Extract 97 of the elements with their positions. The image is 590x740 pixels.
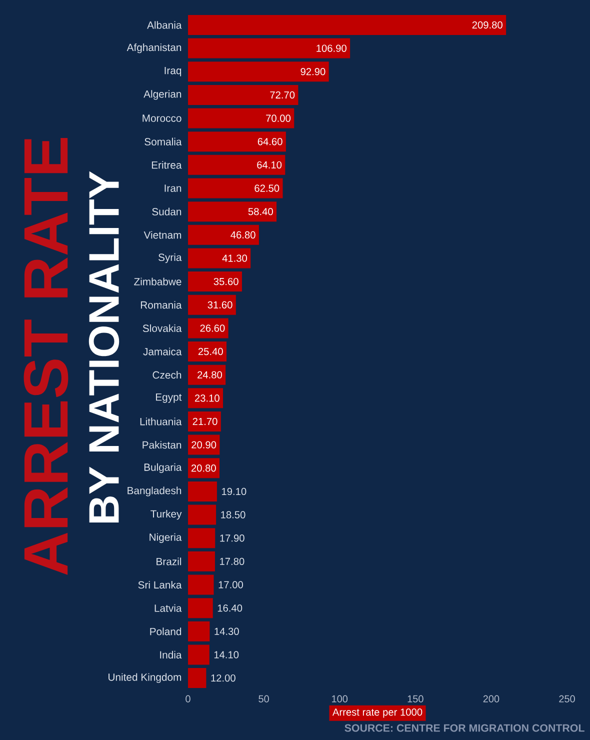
x-tick-label: 200 <box>483 695 500 702</box>
text: ARREST RATE <box>24 138 68 575</box>
y-tick-label: Bangladesh <box>128 486 182 496</box>
data-label: 41.30 <box>222 254 248 262</box>
data-label: 19.10 <box>222 488 246 496</box>
y-tick-label: Czech <box>152 371 182 379</box>
y-tick-label: Nigeria <box>150 533 182 543</box>
bar <box>188 574 214 595</box>
x-tick-label: 50 <box>258 695 269 702</box>
data-label: 64.10 <box>257 161 282 169</box>
bar <box>188 364 226 385</box>
bar <box>188 318 228 338</box>
y-tick-label: Jamaica <box>143 348 182 356</box>
bar <box>188 224 259 245</box>
bar <box>188 621 210 642</box>
y-tick-label: India <box>160 650 182 659</box>
y-tick-label: Iran <box>164 184 182 192</box>
data-label: 14.10 <box>214 651 239 658</box>
y-tick-label: Slovakia <box>142 324 182 332</box>
data-label: 20.90 <box>192 441 216 448</box>
data-label: 106.90 <box>316 44 346 52</box>
data-label: 16.40 <box>218 604 242 612</box>
data-label: 14.30 <box>214 628 239 635</box>
data-label: 25.40 <box>198 348 223 356</box>
bar <box>188 388 224 408</box>
data-label: 26.60 <box>200 324 225 332</box>
bar <box>188 434 220 455</box>
bar <box>188 154 286 175</box>
bar <box>188 132 286 152</box>
y-tick-label: Morocco <box>142 114 182 122</box>
bar <box>188 528 216 548</box>
y-tick-label: Iraq <box>164 66 182 76</box>
data-label: 24.80 <box>198 371 222 378</box>
y-tick-label: Poland <box>150 628 182 636</box>
data-label: 92.90 <box>300 68 326 76</box>
bar <box>188 551 215 572</box>
y-tick-label: Brazil <box>156 558 182 566</box>
bar <box>188 108 294 128</box>
y-tick-label: Albania <box>147 21 182 29</box>
data-label: 70.00 <box>266 114 291 122</box>
data-label: 17.00 <box>218 581 244 588</box>
y-tick-label: Afghanistan <box>126 43 182 54</box>
text: BY NATIONALITY <box>88 171 120 523</box>
bar <box>188 458 220 478</box>
y-tick-label: Romania <box>140 301 182 309</box>
y-tick-label: Vietnam <box>144 231 182 239</box>
bar <box>188 62 329 82</box>
y-tick-label: Eritrea <box>152 161 182 169</box>
bar <box>188 294 236 315</box>
data-label: 58.40 <box>248 208 273 216</box>
x-tick-label: 0 <box>186 695 190 702</box>
data-label: 35.60 <box>214 278 238 286</box>
data-label: 72.70 <box>270 91 295 99</box>
data-label: 20.80 <box>191 464 216 472</box>
bar <box>188 84 298 105</box>
bar <box>188 248 251 268</box>
data-label: 23.10 <box>194 394 220 402</box>
y-tick-label: Bulgaria <box>144 463 182 473</box>
bar <box>188 342 227 362</box>
data-label: 12.00 <box>211 674 236 682</box>
bar <box>188 504 216 525</box>
bar <box>188 481 217 502</box>
bar <box>188 644 210 665</box>
data-label: 62.50 <box>254 184 280 192</box>
y-tick-label: Turkey <box>150 510 182 520</box>
data-label: 46.80 <box>230 231 256 238</box>
data-label: 17.90 <box>220 534 244 542</box>
data-label: 31.60 <box>208 301 232 308</box>
y-tick-label: Lithuania <box>140 418 182 426</box>
bar <box>188 411 221 432</box>
y-tick-label: Sudan <box>152 208 182 216</box>
y-tick-label: Algerian <box>144 90 182 100</box>
x-tick-label: 150 <box>408 695 424 702</box>
y-tick-label: Sri Lanka <box>138 580 182 589</box>
bar <box>188 202 277 222</box>
y-tick-label: Syria <box>158 253 182 264</box>
y-tick-label: Somalia <box>144 138 182 146</box>
y-tick-label: Latvia <box>154 604 182 612</box>
bar <box>188 178 283 198</box>
data-label: 21.70 <box>192 418 218 426</box>
x-tick-label: 100 <box>332 695 348 702</box>
x-axis-title: Arrest rate per 1000 <box>332 708 422 718</box>
data-label: 209.80 <box>472 21 502 29</box>
bar <box>188 668 206 688</box>
y-tick-label: Egypt <box>156 394 182 403</box>
data-label: 18.50 <box>221 511 246 518</box>
source-note: SOURCE: CENTRE FOR MIGRATION CONTROL <box>344 724 584 732</box>
bar <box>188 14 506 35</box>
bar <box>188 38 350 58</box>
data-label: 64.60 <box>258 138 282 146</box>
bar <box>188 272 242 292</box>
y-tick-label: Pakistan <box>142 441 182 449</box>
data-label: 17.80 <box>220 558 244 566</box>
bar <box>188 598 213 618</box>
y-tick-label: United Kingdom <box>108 673 182 683</box>
y-tick-label: Zimbabwe <box>134 278 182 286</box>
x-tick-label: 250 <box>559 695 575 702</box>
